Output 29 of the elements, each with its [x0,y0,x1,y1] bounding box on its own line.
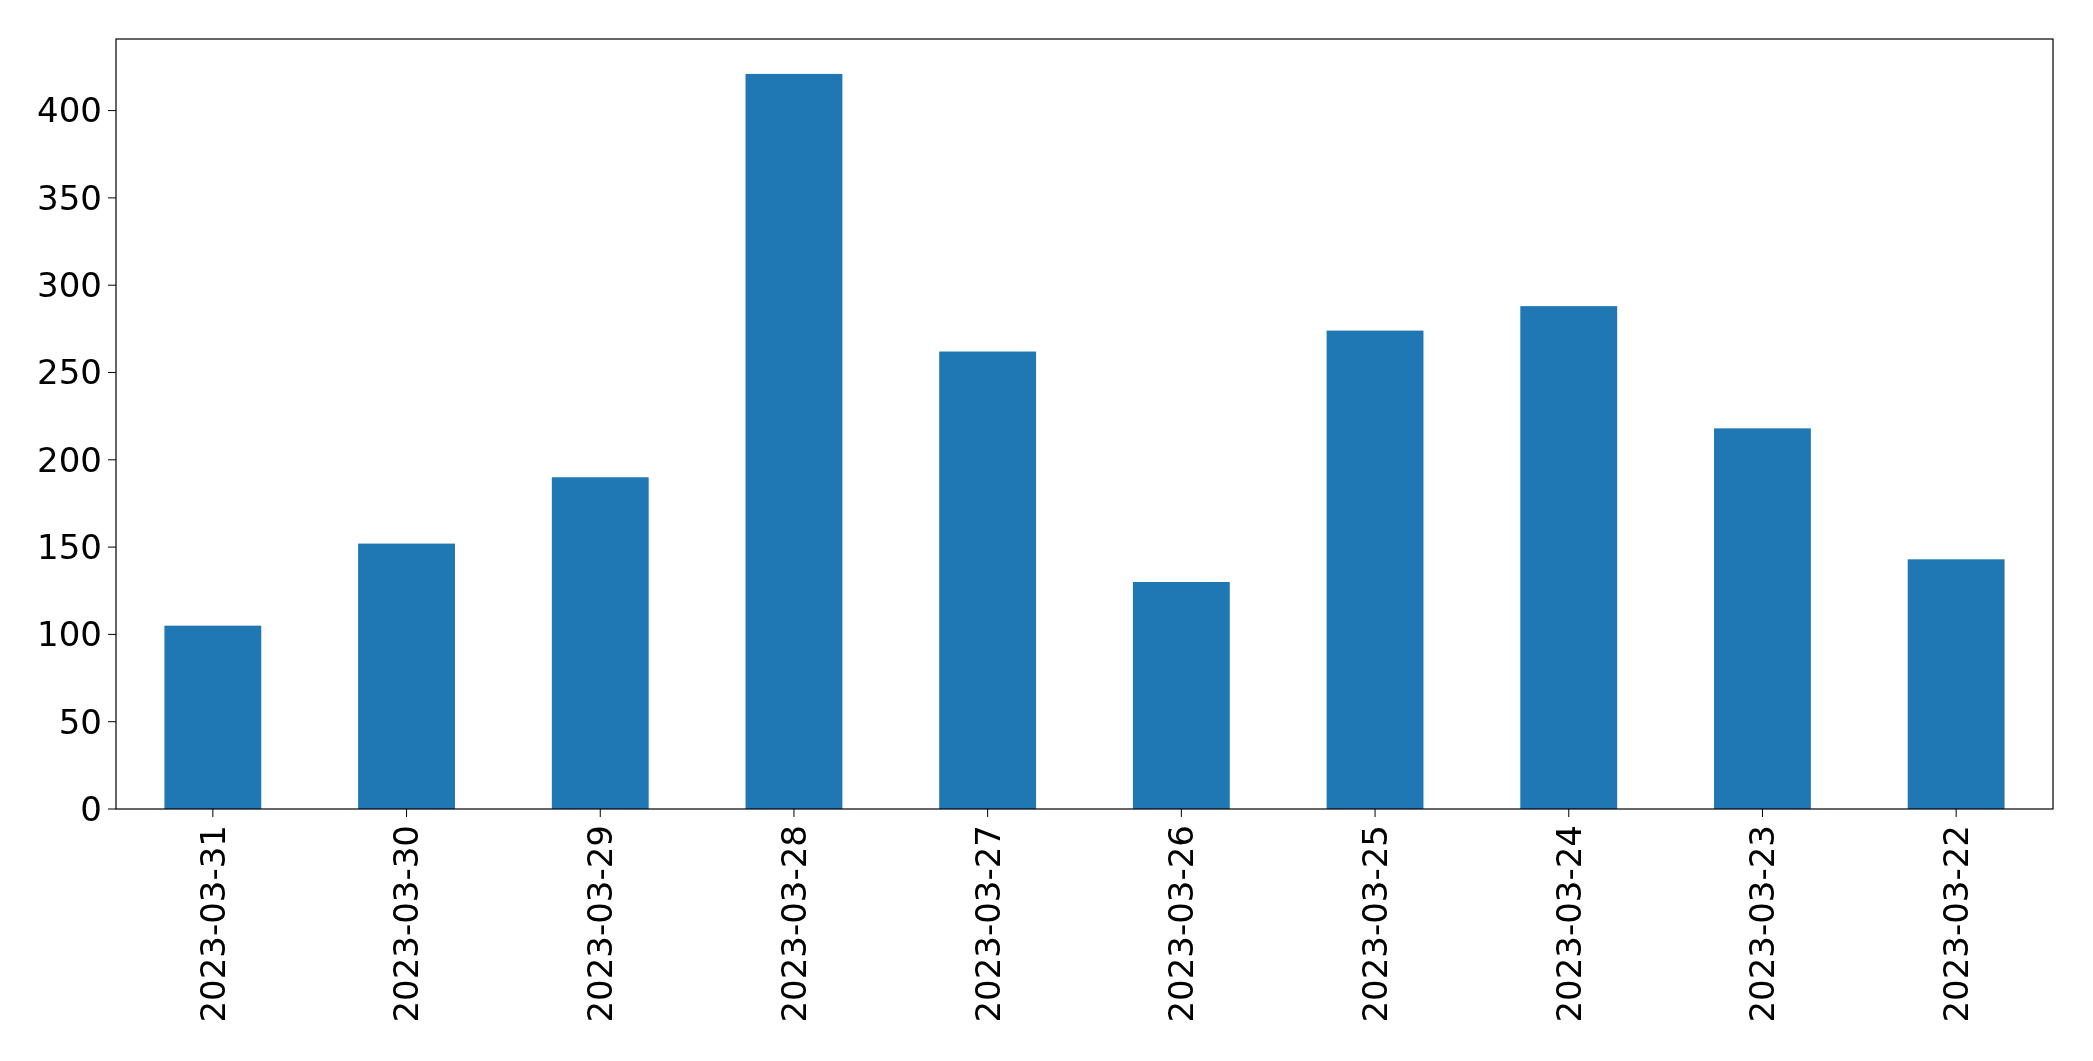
bar [164,625,262,809]
bar [939,351,1037,809]
bar [1907,559,2005,809]
bar [1520,306,1618,809]
y-tick-label: 400 [37,90,102,131]
x-tick-label: 2023-03-28 [773,825,814,1023]
x-tick-label: 2023-03-29 [580,825,621,1023]
y-tick-label: 100 [37,614,102,655]
bar [551,477,649,809]
bar [1132,582,1230,809]
x-tick-label: 2023-03-25 [1354,825,1395,1023]
x-tick-label: 2023-03-27 [967,825,1008,1023]
y-tick-label: 0 [80,788,102,829]
y-tick-label: 150 [37,527,102,567]
x-tick-label: 2023-03-31 [192,825,233,1023]
x-tick-label: 2023-03-30 [386,825,427,1023]
y-tick-label: 200 [37,439,102,480]
y-tick-label: 300 [37,265,102,306]
bar [358,543,455,809]
bar [1326,330,1424,809]
x-tick-label: 2023-03-24 [1548,825,1589,1023]
y-tick-label: 350 [37,177,102,218]
x-tick-label: 2023-03-26 [1161,825,1202,1023]
x-tick-label: 2023-03-23 [1742,825,1783,1023]
x-tick-label: 2023-03-22 [1936,825,1977,1023]
y-tick-label: 50 [58,701,102,742]
y-tick-label: 250 [37,352,102,393]
bar [1714,428,1811,809]
bar [745,73,843,809]
